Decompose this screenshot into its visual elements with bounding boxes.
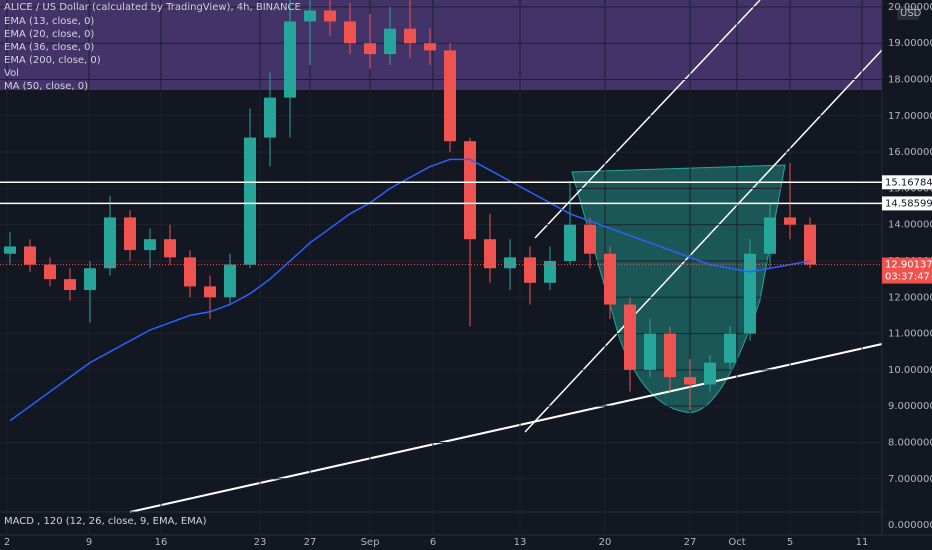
y-tick-label: 12.0000000: [888, 292, 932, 303]
candle-body: [624, 304, 636, 370]
candle-body: [504, 257, 516, 269]
chart-title: ALICE / US Dollar (calculated by Trading…: [4, 2, 301, 13]
x-tick-label: 23: [254, 537, 267, 548]
legend-entry: EMA (20, close, 0): [4, 29, 94, 40]
x-tick-label: 11: [856, 537, 869, 548]
macd-label: MACD , 120 (12, 26, close, 9, EMA, EMA): [4, 516, 207, 527]
x-tick-label: 27: [304, 537, 317, 548]
candle-body: [524, 257, 536, 283]
last-price-badge: [882, 257, 932, 284]
candle-body: [544, 260, 556, 283]
x-tick-label: 27: [684, 537, 697, 548]
candle-body: [284, 21, 296, 98]
x-tick-label: 20: [599, 537, 612, 548]
candle-body: [584, 224, 596, 254]
y-tick-label: 7.0000000: [888, 474, 932, 485]
level-label: 15.1678455: [885, 177, 932, 188]
x-tick-label: 9: [86, 537, 92, 548]
candle-body: [564, 224, 576, 261]
candle-body: [404, 28, 416, 44]
level-badge: [882, 175, 932, 190]
candle-body: [184, 257, 196, 287]
candle-body: [784, 217, 796, 225]
candle-body: [324, 10, 336, 22]
candle-body: [664, 333, 676, 378]
y-tick-label: 10.0000000: [888, 365, 932, 376]
y-tick-label: 20.0000000: [888, 2, 932, 13]
candle-body: [204, 286, 216, 298]
y-tick-label: 16.0000000: [888, 147, 932, 158]
candle-body: [124, 217, 136, 251]
y-tick-label: 8.0000000: [888, 437, 932, 448]
x-tick-label: 2: [4, 537, 10, 548]
candle-body: [704, 362, 716, 385]
candle-body: [764, 217, 776, 254]
x-tick-label: 13: [514, 537, 527, 548]
indicator-line: [9, 158, 811, 422]
x-tick-label: 16: [155, 537, 168, 548]
x-tick-label: Oct: [728, 537, 745, 548]
currency-badge[interactable]: [897, 6, 919, 20]
legend-entry: Vol: [4, 68, 19, 79]
trend-line: [129, 343, 883, 513]
candle-body: [364, 43, 376, 55]
last-price-label: 12.9013755: [885, 260, 932, 271]
candle-body: [424, 43, 436, 51]
candle-body: [484, 239, 496, 269]
candle-body: [4, 246, 16, 254]
x-tick-label: 5: [787, 537, 793, 548]
y-tick-label: 17.0000000: [888, 111, 932, 122]
legend-entry: EMA (200, close, 0): [4, 55, 101, 66]
legend: ALICE / US Dollar (calculated by Trading…: [4, 2, 301, 527]
level-badge: [882, 196, 932, 211]
candle-body: [644, 333, 656, 370]
candle-body: [384, 28, 396, 55]
y-tick-label: 19.0000000: [888, 38, 932, 49]
legend-entry: EMA (13, close, 0): [4, 16, 94, 27]
x-tick-label: 6: [430, 537, 436, 548]
y-tick-label: 18.0000000: [888, 74, 932, 85]
candle-body: [64, 279, 76, 291]
candle-body: [224, 264, 236, 298]
candle-body: [444, 50, 456, 142]
candle-body: [684, 377, 696, 385]
candle-body: [84, 268, 96, 291]
resistance-zone: [0, 0, 882, 90]
legend-entry: MA (50, close, 0): [4, 81, 88, 92]
candle-body: [724, 333, 736, 363]
candle-body: [264, 97, 276, 138]
candle-body: [604, 253, 616, 305]
x-tick-label: Sep: [361, 537, 380, 548]
candle-body: [104, 217, 116, 269]
candle-body: [304, 10, 316, 22]
countdown: 03:37:47: [885, 272, 930, 283]
macd-zero-label: 0.0000000: [888, 520, 932, 531]
candle-body: [24, 246, 36, 265]
candle-body: [164, 239, 176, 258]
y-tick-label: 14.0000000: [888, 220, 932, 231]
candle-body: [144, 239, 156, 251]
candle-body: [744, 253, 756, 334]
currency[interactable]: USD: [900, 8, 922, 19]
candle-body: [464, 141, 476, 240]
y-tick-label: 11.0000000: [888, 329, 932, 340]
candle-body: [344, 21, 356, 44]
y-tick-label: 9.0000000: [888, 401, 932, 412]
legend-entry: EMA (36, close, 0): [4, 42, 94, 53]
candle-body: [44, 264, 56, 280]
level-label: 14.5859910: [885, 198, 932, 209]
trend-line: [534, 0, 761, 239]
trend-line: [524, 49, 883, 433]
candle-body: [804, 224, 816, 265]
candle-body: [244, 137, 256, 265]
marks: [0, 0, 882, 535]
